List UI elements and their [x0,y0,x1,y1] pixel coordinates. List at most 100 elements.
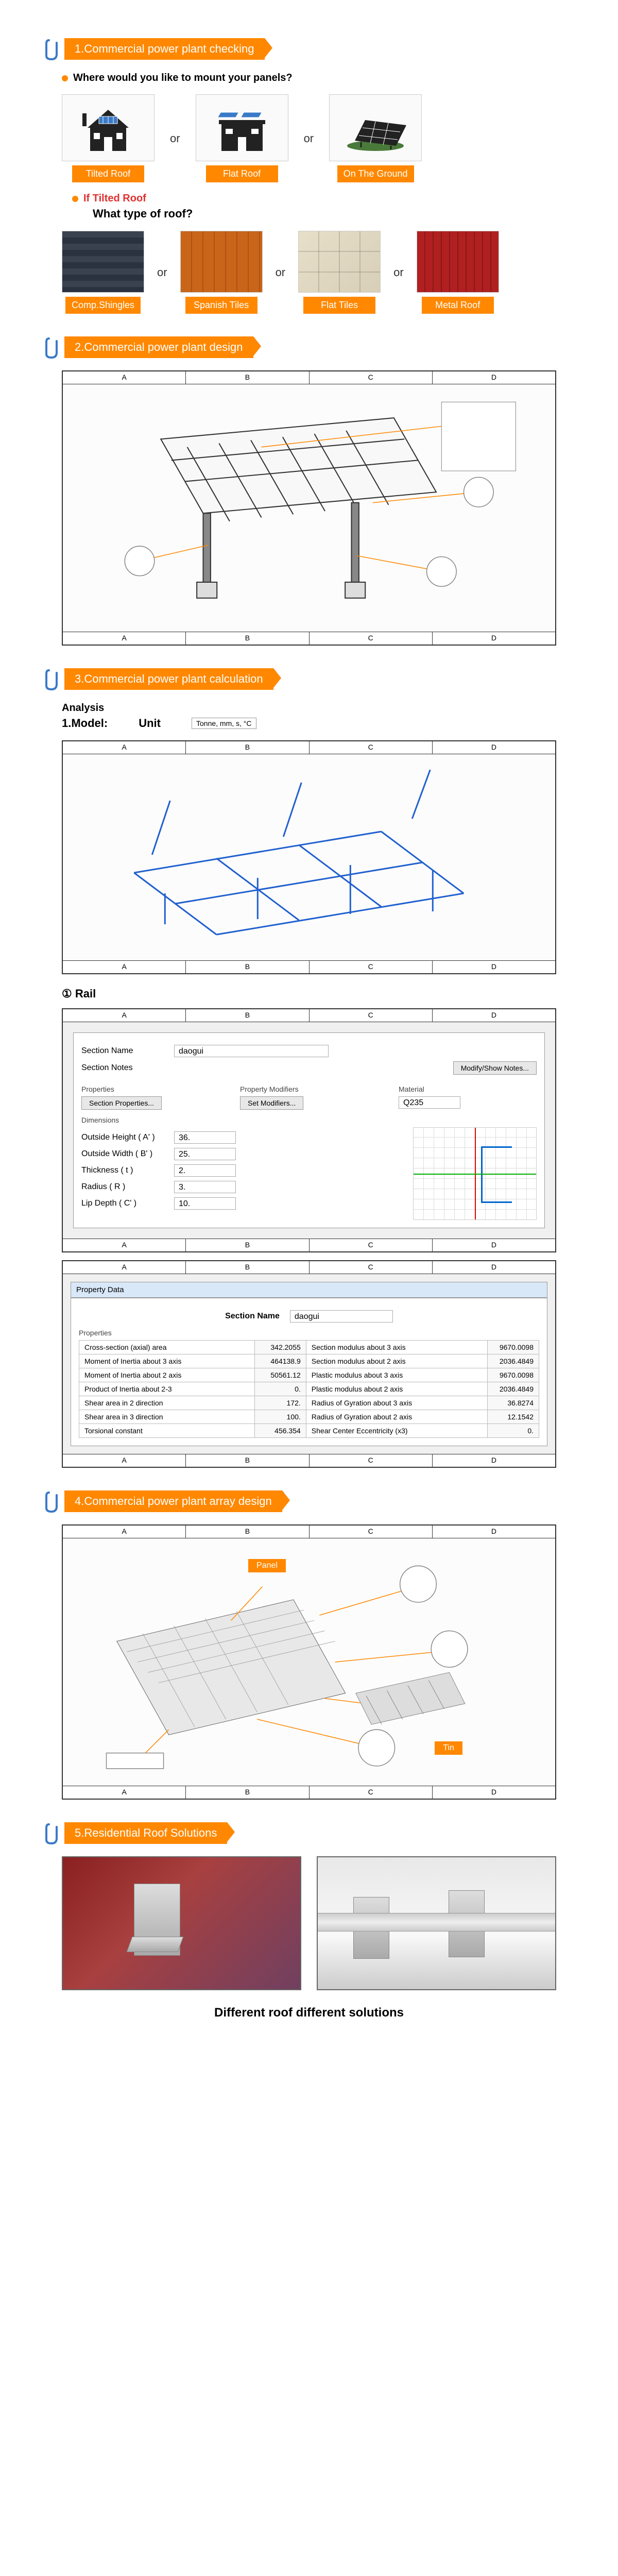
spanish-swatch [180,231,263,293]
prop-label: Section modulus about 2 axis [306,1354,487,1368]
prop-value: 12.1542 [488,1410,539,1424]
footer-text: Different roof different solutions [41,2006,577,2020]
option-label-flat: Flat Roof [206,165,278,182]
prop-label: Radius of Gyration about 2 axis [306,1410,487,1424]
option-label-tilted: Tilted Roof [72,165,144,182]
section-properties-button[interactable]: Section Properties... [81,1096,162,1110]
prop-value: 36.8274 [488,1396,539,1410]
dim-radius[interactable]: 3. [174,1181,236,1193]
carport-diagram [88,397,530,619]
section-5-title: 5.Residential Roof Solutions [64,1822,227,1844]
material-select[interactable]: Q235 [399,1096,460,1109]
set-modifiers-button[interactable]: Set Modifiers... [240,1096,303,1110]
prop-value: 100. [254,1410,306,1424]
option-tilted-roof[interactable]: Tilted Roof [62,94,154,182]
pd-properties-label: Properties [79,1329,539,1337]
prop-label: Shear Center Eccentricity (x3) [306,1424,487,1438]
option-flat-roof[interactable]: Flat Roof [196,94,288,182]
or-text: or [304,132,314,145]
material-group: Material [399,1085,537,1093]
unit-label: Unit [139,717,161,730]
section-name-input[interactable]: daogui [174,1045,329,1057]
prop-value: 50561.12 [254,1368,306,1382]
roof-label-spanish: Spanish Tiles [185,297,258,314]
dim-height[interactable]: 36. [174,1131,236,1144]
rail-label: ① Rail [62,987,556,1001]
prop-value: 464138.9 [254,1354,306,1368]
panel-label: Panel [248,1559,286,1572]
array-diagram [75,1545,543,1780]
ruler-d: D [433,371,555,384]
bullet-icon [62,75,68,81]
roof-label-shingles: Comp.Shingles [65,297,141,314]
array-design-drawing: A B C D Panel Tin [62,1524,556,1800]
flat-roof-icon [196,94,288,161]
or-text: or [170,132,180,145]
prop-value: 2036.4849 [488,1354,539,1368]
prop-value: 0. [488,1424,539,1438]
prop-label: Moment of Inertia about 3 axis [79,1354,255,1368]
pd-section-name-label: Section Name [225,1312,280,1321]
prop-label: Shear area in 2 direction [79,1396,255,1410]
roof-flat-tiles[interactable]: Flat Tiles [298,231,381,314]
prop-label: Product of Inertia about 2-3 [79,1382,255,1396]
roof-solution-photo-2 [317,1856,556,1990]
prop-label: Radius of Gyration about 3 axis [306,1396,487,1410]
prop-value: 2036.4849 [488,1382,539,1396]
design-drawing: A B C D A B C D [62,370,556,646]
tilted-roof-icon [62,94,154,161]
paperclip-icon [41,36,62,62]
section-1-title: 1.Commercial power plant checking [64,38,265,60]
properties-group: Properties [81,1085,219,1093]
paperclip-icon [41,1820,62,1846]
ruler-a: A [63,371,186,384]
or-text: or [276,266,286,279]
roof-label-metal: Metal Roof [422,297,494,314]
property-data-title: Property Data [71,1282,547,1298]
tin-label: Tin [435,1741,462,1755]
paperclip-icon [41,666,62,692]
model-drawing: A B C D A B C D [62,740,556,974]
section-properties-dialog: A B C D Section Name daogui Section Note… [62,1008,556,1252]
dim-lip[interactable]: 10. [174,1197,236,1210]
ruler-a: A [63,632,186,645]
prop-label: Plastic modulus about 2 axis [306,1382,487,1396]
section-notes-label: Section Notes [81,1063,164,1073]
prop-value: 9670.0098 [488,1341,539,1354]
dim-width[interactable]: 25. [174,1148,236,1160]
section-preview-graph [413,1127,537,1220]
or-text: or [157,266,167,279]
prop-value: 342.2055 [254,1341,306,1354]
analysis-label: Analysis [62,702,556,714]
ruler-c: C [310,632,433,645]
prop-label: Section modulus about 3 axis [306,1341,487,1354]
question-1: Where would you like to mount your panel… [73,72,293,84]
prop-value: 0. [254,1382,306,1396]
modifiers-group: Property Modifiers [240,1085,378,1093]
flat-tiles-swatch [298,231,381,293]
unit-select[interactable]: Tonne, mm, s, °C [192,718,256,729]
roof-spanish[interactable]: Spanish Tiles [180,231,263,314]
section-name-label: Section Name [81,1046,164,1056]
shingles-swatch [62,231,144,293]
prop-label: Torsional constant [79,1424,255,1438]
ground-icon [329,94,422,161]
property-data-dialog: A B C D Property Data Section Name daogu… [62,1260,556,1468]
or-text: or [393,266,404,279]
pd-section-name-value: daogui [290,1310,393,1323]
dimensions-group: Dimensions [81,1116,537,1124]
ruler-d: D [433,632,555,645]
section-3-title: 3.Commercial power plant calculation [64,668,273,690]
model-label: 1.Model: [62,717,108,730]
prop-value: 456.354 [254,1424,306,1438]
modify-notes-button[interactable]: Modify/Show Notes... [453,1061,537,1075]
option-ground[interactable]: On The Ground [329,94,422,182]
section-2-title: 2.Commercial power plant design [64,336,253,358]
dim-thickness[interactable]: 2. [174,1164,236,1177]
section-4-title: 4.Commercial power plant array design [64,1490,282,1512]
metal-swatch [417,231,499,293]
prop-label: Shear area in 3 direction [79,1410,255,1424]
roof-shingles[interactable]: Comp.Shingles [62,231,144,314]
paperclip-icon [41,334,62,360]
roof-metal[interactable]: Metal Roof [417,231,499,314]
